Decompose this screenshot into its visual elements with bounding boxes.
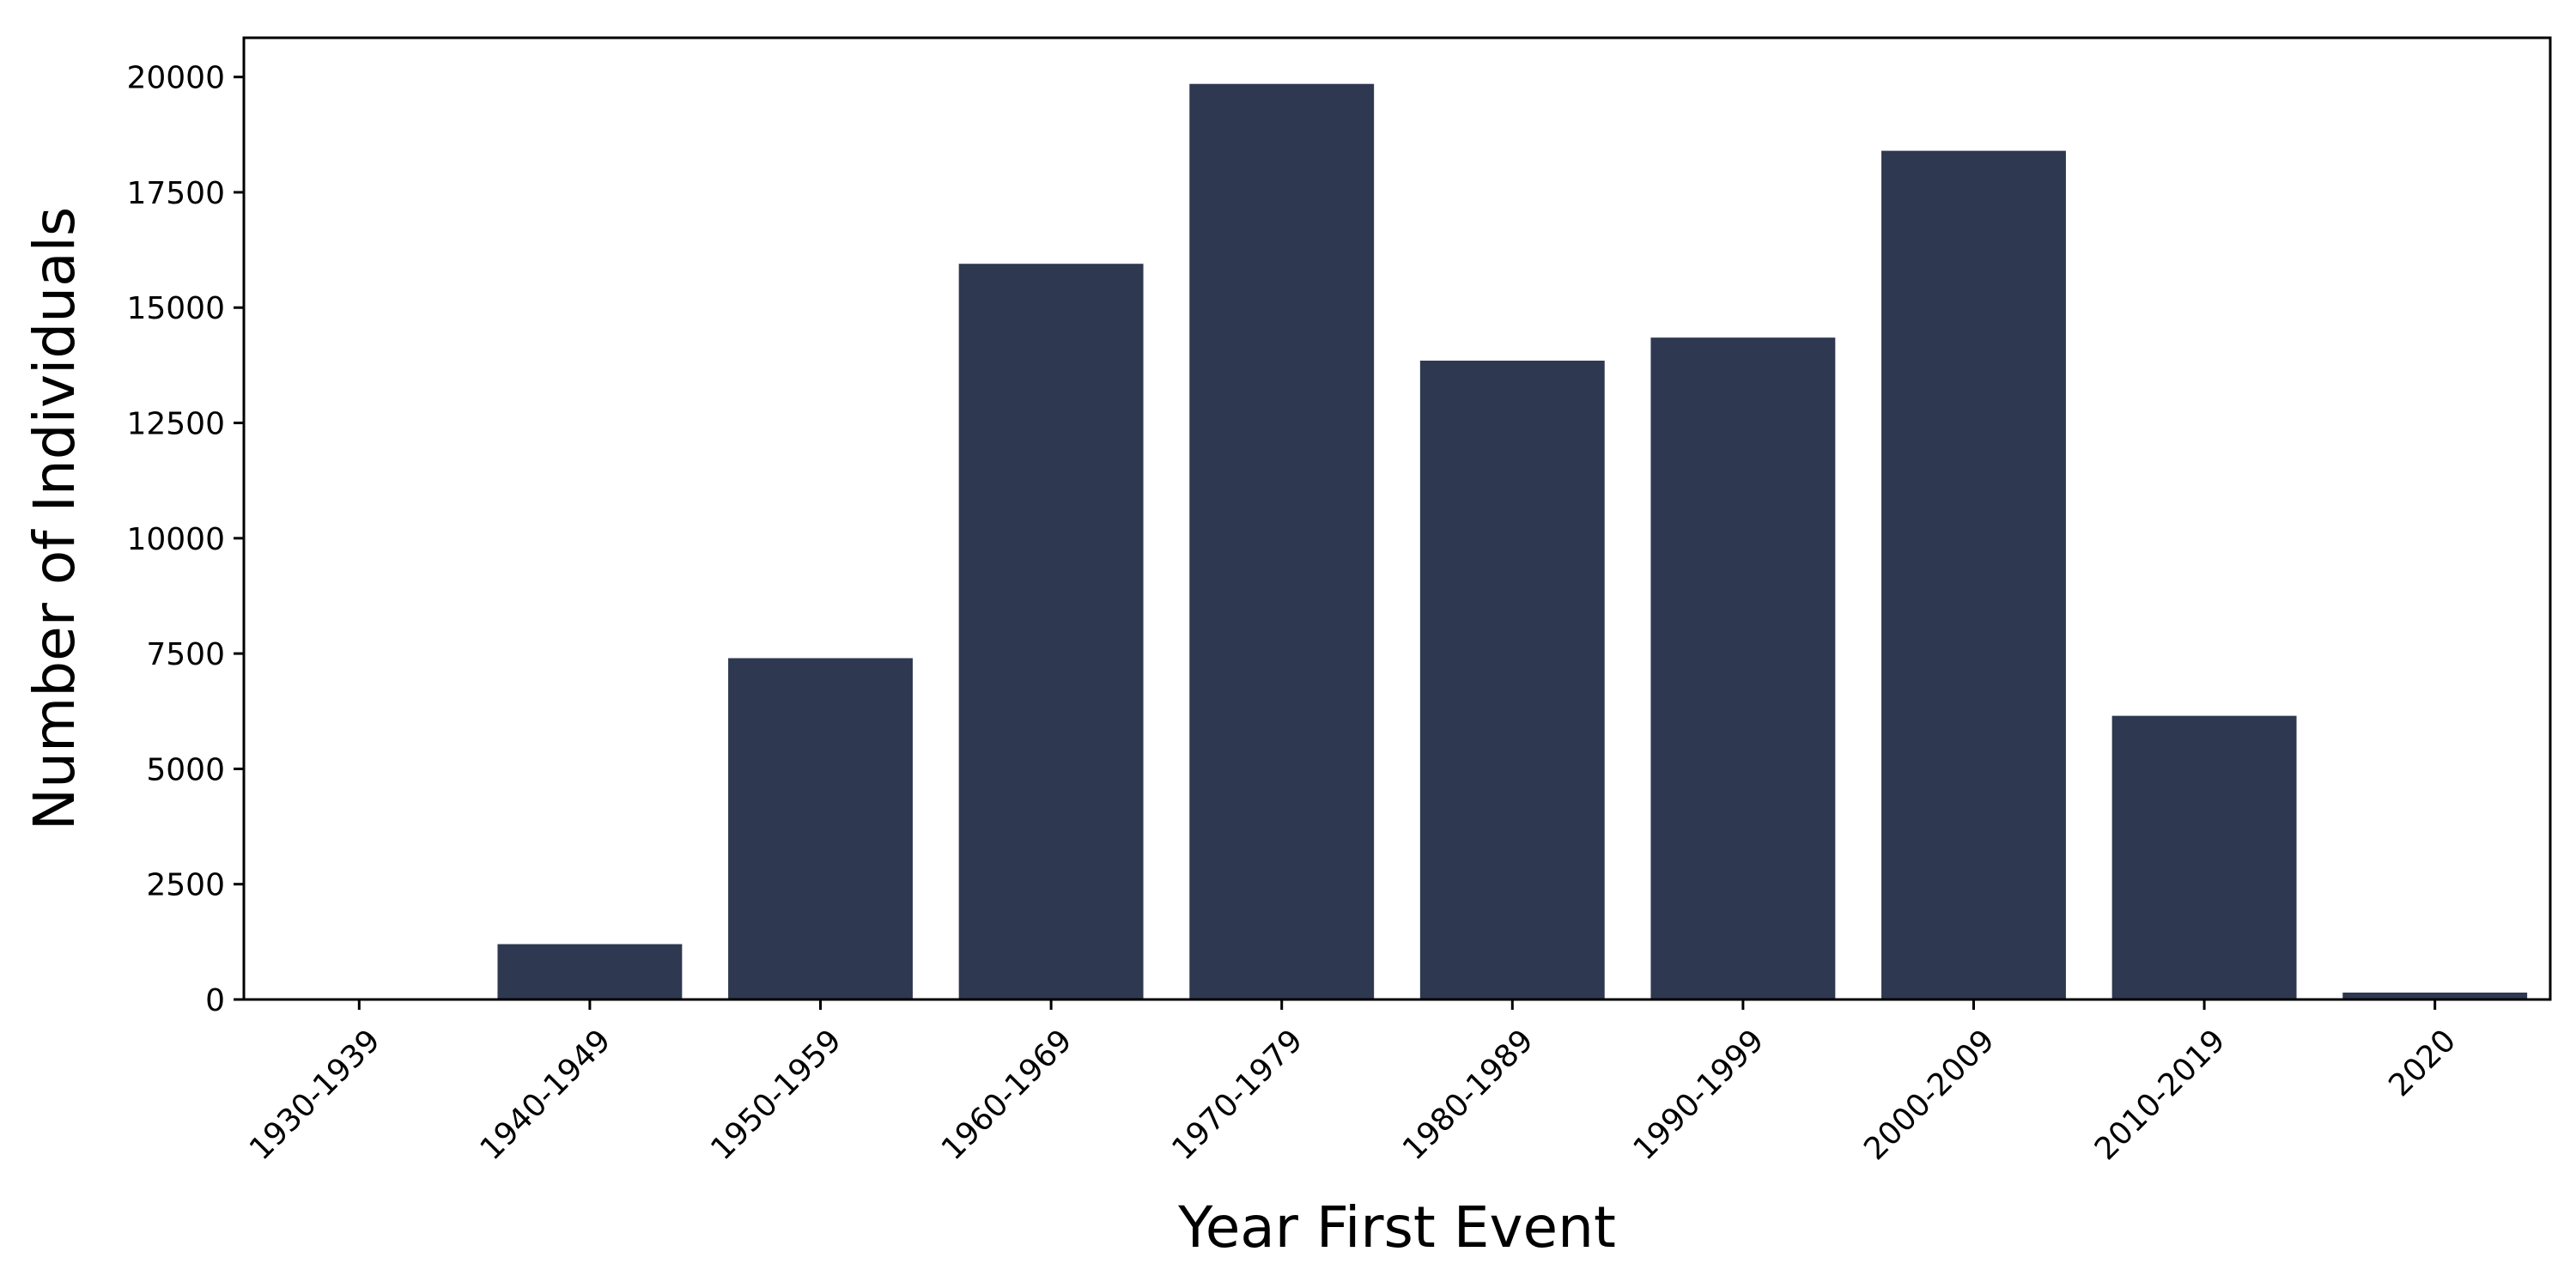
y-tick-label: 17500 <box>126 176 225 211</box>
x-tick-label: 1950-1959 <box>704 1023 848 1167</box>
bar-1970-1979 <box>1189 83 1375 999</box>
bars-group <box>266 83 2528 1000</box>
bar-2010-2019 <box>2111 715 2297 999</box>
bar-1960-1969 <box>958 264 1144 999</box>
plot-frame <box>242 36 2552 1001</box>
x-tick-label: 2000-2009 <box>1857 1023 2002 1167</box>
y-tick-label: 10000 <box>126 522 225 557</box>
x-tick-label: 1960-1969 <box>935 1023 1079 1167</box>
bar-2000-2009 <box>1881 150 2066 1000</box>
y-tick-label: 5000 <box>146 752 225 787</box>
x-axis-ticks: 1930-1939 1940-1949 1950-1959 1960-1969 1970… <box>243 999 2463 1167</box>
x-tick-label: 1940-1949 <box>474 1023 618 1167</box>
y-tick-label: 7500 <box>146 637 225 672</box>
x-tick-label: 1930-1939 <box>243 1023 387 1167</box>
y-axis-ticks: 0 2500 5000 7500 10000 12500 15000 17500 20000 <box>126 61 244 1018</box>
x-tick-label: 2010-2019 <box>2088 1023 2233 1167</box>
y-tick-label: 20000 <box>126 61 225 96</box>
x-axis-label: Year First Event <box>1177 1194 1616 1261</box>
x-tick-label: 1990-1999 <box>1627 1023 1771 1167</box>
x-tick-label: 2020 <box>2382 1023 2463 1103</box>
bar-2020 <box>2342 992 2528 999</box>
bar-1980-1989 <box>1419 361 1605 1000</box>
y-tick-label: 15000 <box>126 291 225 326</box>
y-tick-label: 12500 <box>126 407 225 442</box>
y-axis-label: Number of Individuals <box>21 207 88 831</box>
x-tick-label: 1970-1979 <box>1165 1023 1309 1167</box>
y-tick-label: 2500 <box>146 868 225 903</box>
bar-1940-1949 <box>497 944 683 999</box>
x-tick-label: 1980-1989 <box>1396 1023 1540 1167</box>
y-tick-label: 0 <box>205 983 225 1018</box>
bar-1950-1959 <box>728 658 913 999</box>
bar-1990-1999 <box>1650 337 1836 1000</box>
